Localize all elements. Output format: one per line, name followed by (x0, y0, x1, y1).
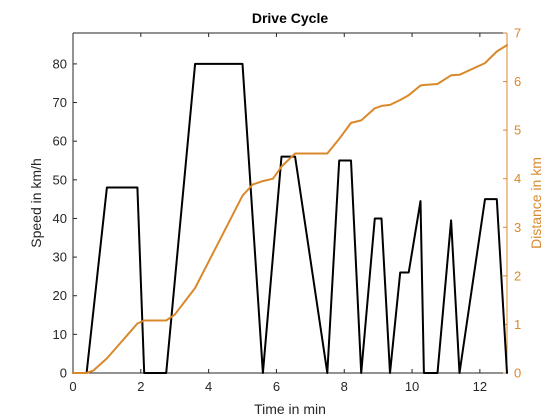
x-tick-label: 12 (473, 379, 487, 394)
left-y-tick-label: 60 (53, 134, 67, 149)
x-tick-label: 4 (205, 379, 212, 394)
right-y-axis-label: Distance in km (528, 157, 544, 249)
x-tick-label: 2 (137, 379, 144, 394)
speed-series-line (72, 62, 508, 374)
x-tick-label: 6 (273, 379, 280, 394)
x-tick-label: 10 (405, 379, 419, 394)
left-y-axis-label: Speed in km/h (28, 158, 44, 248)
chart-title: Drive Cycle (252, 10, 328, 26)
left-y-tick-label: 10 (53, 327, 67, 342)
left-y-tick-label: 0 (60, 366, 67, 381)
x-tick-label: 8 (341, 379, 348, 394)
x-tick-label: 0 (69, 379, 76, 394)
left-y-tick-label: 30 (53, 250, 67, 265)
left-y-tick-label: 50 (53, 172, 67, 187)
right-y-axis-ticks: 0 1 2 3 4 5 6 7 (503, 26, 521, 381)
x-axis-ticks: 0 2 4 6 8 10 12 (69, 33, 487, 394)
right-y-tick-label: 2 (514, 268, 521, 283)
right-y-tick-label: 5 (514, 123, 521, 138)
left-y-axis-ticks: 0 10 20 30 40 50 60 70 80 (53, 56, 77, 381)
distance-series-line (72, 44, 508, 374)
left-y-tick-label: 80 (53, 56, 67, 71)
right-y-tick-label: 6 (514, 74, 521, 89)
left-y-tick-label: 20 (53, 288, 67, 303)
right-y-tick-label: 3 (514, 220, 521, 235)
right-y-tick-label: 7 (514, 26, 521, 41)
right-y-tick-label: 4 (514, 171, 521, 186)
left-y-tick-label: 70 (53, 95, 67, 110)
x-axis-label: Time in min (254, 401, 326, 417)
right-y-tick-label: 1 (514, 317, 521, 332)
series-layer (72, 44, 508, 374)
right-y-tick-label: 0 (514, 366, 521, 381)
left-y-tick-label: 40 (53, 211, 67, 226)
